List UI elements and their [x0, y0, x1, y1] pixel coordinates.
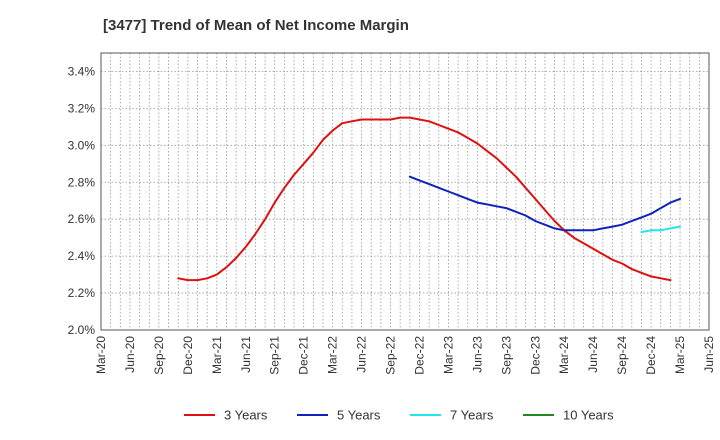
plot-area — [100, 52, 710, 331]
x-tick-label: Jun-25 — [702, 336, 716, 373]
y-tick-label: 3.2% — [68, 101, 96, 115]
x-tick-label: Sep-21 — [268, 336, 282, 375]
x-tick-label: Sep-23 — [499, 336, 513, 375]
x-tick-label: Mar-23 — [441, 336, 455, 374]
x-tick-label: Sep-24 — [615, 336, 629, 375]
x-tick-label: Jun-23 — [470, 336, 484, 373]
y-tick-label: 2.0% — [68, 323, 96, 337]
x-tick-label: Jun-24 — [586, 336, 600, 373]
series-line-3-years — [177, 116, 672, 282]
legend-label-10-years: 10 Years — [563, 408, 614, 423]
y-tick-label: 3.4% — [68, 64, 96, 78]
x-tick-label: Jun-21 — [239, 336, 253, 373]
x-tick-label: Dec-20 — [181, 336, 195, 375]
y-tick-label: 2.2% — [68, 286, 96, 300]
x-tick-label: Sep-22 — [384, 336, 398, 375]
x-tick-label: Jun-20 — [123, 336, 137, 373]
x-tick-label: Sep-20 — [152, 336, 166, 375]
grid-lines — [100, 53, 710, 331]
legend: 3 Years 5 Years 7 Years 10 Years — [184, 408, 614, 423]
series-line-7-years — [640, 225, 681, 234]
x-tick-label: Mar-22 — [326, 336, 340, 374]
legend-label-5-years: 5 Years — [337, 408, 381, 423]
y-tick-label: 3.0% — [68, 138, 96, 152]
x-tick-label: Dec-21 — [297, 336, 311, 375]
y-tick-label: 2.4% — [68, 249, 96, 263]
x-tick-label: Mar-20 — [94, 336, 108, 374]
legend-label-7-years: 7 Years — [450, 408, 494, 423]
x-tick-label: Mar-21 — [210, 336, 224, 374]
series-line-5-years — [408, 175, 681, 232]
x-tick-label: Dec-23 — [528, 336, 542, 375]
legend-label-3-years: 3 Years — [224, 408, 268, 423]
y-axis: 2.0% 2.2% 2.4% 2.6% 2.8% 3.0% 3.2% 3.4% — [68, 64, 96, 337]
series-lines — [177, 116, 681, 282]
x-tick-label: Dec-22 — [412, 336, 426, 375]
x-tick-label: Mar-24 — [557, 336, 571, 374]
x-axis: Mar-20 Jun-20 Sep-20 Dec-20 Mar-21 Jun-21 Sep-… — [94, 336, 716, 375]
y-tick-label: 2.6% — [68, 212, 96, 226]
x-tick-label: Dec-24 — [644, 336, 658, 375]
y-tick-label: 2.8% — [68, 175, 96, 189]
x-tick-label: Mar-25 — [673, 336, 687, 374]
x-tick-label: Jun-22 — [355, 336, 369, 373]
chart-title: [3477] Trend of Mean of Net Income Margi… — [103, 17, 409, 34]
